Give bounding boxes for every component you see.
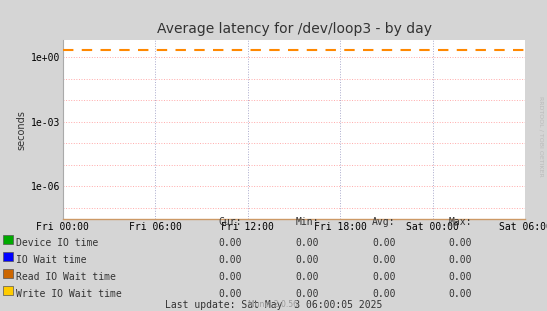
Text: 0.00: 0.00 xyxy=(295,272,319,282)
Text: Last update: Sat May  3 06:00:05 2025: Last update: Sat May 3 06:00:05 2025 xyxy=(165,300,382,310)
Text: Cur:: Cur: xyxy=(219,217,242,227)
Text: 0.00: 0.00 xyxy=(372,289,395,299)
Text: Write IO Wait time: Write IO Wait time xyxy=(16,289,122,299)
Text: 0.00: 0.00 xyxy=(449,255,472,265)
Text: Device IO time: Device IO time xyxy=(16,238,98,248)
Text: IO Wait time: IO Wait time xyxy=(16,255,87,265)
Text: 0.00: 0.00 xyxy=(372,238,395,248)
Text: Min:: Min: xyxy=(295,217,319,227)
Text: Munin 2.0.56: Munin 2.0.56 xyxy=(248,300,299,309)
Text: 0.00: 0.00 xyxy=(219,255,242,265)
Text: 0.00: 0.00 xyxy=(372,255,395,265)
Text: 0.00: 0.00 xyxy=(219,272,242,282)
Text: 0.00: 0.00 xyxy=(449,289,472,299)
Text: RRDTOOL / TOBI OETIKER: RRDTOOL / TOBI OETIKER xyxy=(538,96,543,177)
Text: Read IO Wait time: Read IO Wait time xyxy=(16,272,117,282)
Text: 0.00: 0.00 xyxy=(449,238,472,248)
Text: 0.00: 0.00 xyxy=(295,255,319,265)
Text: 0.00: 0.00 xyxy=(219,289,242,299)
Title: Average latency for /dev/loop3 - by day: Average latency for /dev/loop3 - by day xyxy=(156,22,432,36)
Text: Avg:: Avg: xyxy=(372,217,395,227)
Text: 0.00: 0.00 xyxy=(449,272,472,282)
Text: 0.00: 0.00 xyxy=(295,238,319,248)
Y-axis label: seconds: seconds xyxy=(16,110,27,150)
Text: 0.00: 0.00 xyxy=(295,289,319,299)
Text: 0.00: 0.00 xyxy=(372,272,395,282)
Text: Max:: Max: xyxy=(449,217,472,227)
Text: 0.00: 0.00 xyxy=(219,238,242,248)
